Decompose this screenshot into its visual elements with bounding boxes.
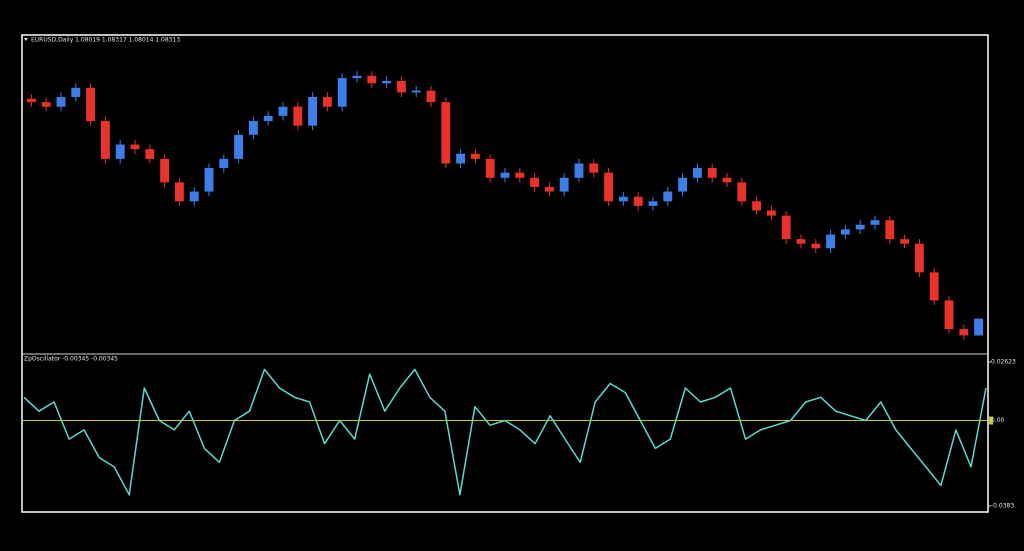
candle-body: [130, 144, 140, 150]
candle-body: [322, 96, 332, 107]
symbol-marker: [24, 38, 28, 41]
candle-body: [263, 115, 273, 122]
candle-body: [530, 177, 540, 187]
candle-body: [308, 96, 318, 126]
candle-body: [174, 182, 184, 202]
candle-body: [589, 163, 599, 173]
candle-body: [766, 210, 776, 216]
candle-body: [145, 149, 155, 159]
candle-body: [811, 243, 821, 249]
candle-body: [648, 201, 658, 206]
candle-body: [411, 90, 421, 93]
candle-body: [382, 80, 392, 84]
candle-body: [100, 121, 110, 159]
candle-body: [914, 243, 924, 273]
candle-body: [737, 182, 747, 202]
candle-body: [248, 121, 258, 135]
candle-body: [885, 220, 895, 240]
oscillator-pane-title: ZpOscillator -0.00345 -0.00345: [24, 356, 118, 363]
zero-label-box: [989, 416, 993, 425]
candle-body: [456, 153, 466, 164]
candle-body: [633, 196, 643, 206]
candle-body: [781, 215, 791, 240]
candle-body: [692, 168, 702, 178]
candle-body: [396, 80, 406, 93]
candle-body: [56, 96, 66, 107]
price-pane-title: EURUSD,Daily 1.08019 1.08317 1.08014 1.0…: [31, 37, 180, 44]
candle-body: [544, 186, 554, 192]
candle-body: [959, 329, 969, 336]
candle-body: [115, 144, 125, 159]
candle-body: [26, 98, 36, 103]
candle-body: [618, 196, 628, 202]
candle-body: [189, 191, 199, 202]
candle-body: [678, 177, 688, 192]
candle-body: [929, 272, 939, 301]
candle-body: [974, 318, 984, 336]
candle-body: [485, 158, 495, 178]
candle-body: [722, 177, 732, 183]
candle-body: [574, 163, 584, 178]
candle-body: [71, 87, 81, 97]
candle-body: [441, 102, 451, 164]
y-tick-label: 0.02623: [991, 359, 1016, 366]
candle-body: [293, 106, 303, 126]
chart-frame: [21, 34, 989, 513]
candle-body: [944, 300, 954, 330]
oscillator-line: [23, 368, 987, 496]
candle-body: [426, 90, 436, 103]
candle-body: [663, 191, 673, 202]
candle-body: [604, 172, 614, 202]
candle-body: [752, 201, 762, 211]
y-tick-label: -0.0383: [991, 503, 1014, 510]
y-tick-label: 0.00: [991, 417, 1005, 424]
candle-body: [234, 134, 244, 159]
candle-body: [559, 177, 569, 192]
candle-body: [219, 158, 229, 169]
candle-body: [515, 172, 525, 178]
candle-body: [707, 168, 717, 178]
candle-body: [870, 220, 880, 225]
candle-body: [160, 158, 170, 183]
candle-body: [470, 153, 480, 159]
candle-body: [367, 75, 377, 84]
candle-body: [900, 239, 910, 244]
candle-body: [86, 87, 96, 122]
candle-body: [796, 239, 806, 244]
candle-body: [840, 229, 850, 235]
candle-body: [337, 78, 347, 107]
candle-body: [855, 224, 865, 230]
candle-body: [352, 75, 362, 79]
candle-body: [204, 168, 214, 192]
candle-body: [500, 172, 510, 178]
candle-body: [278, 106, 288, 116]
candle-body: [826, 234, 836, 249]
candle-body: [41, 102, 51, 107]
